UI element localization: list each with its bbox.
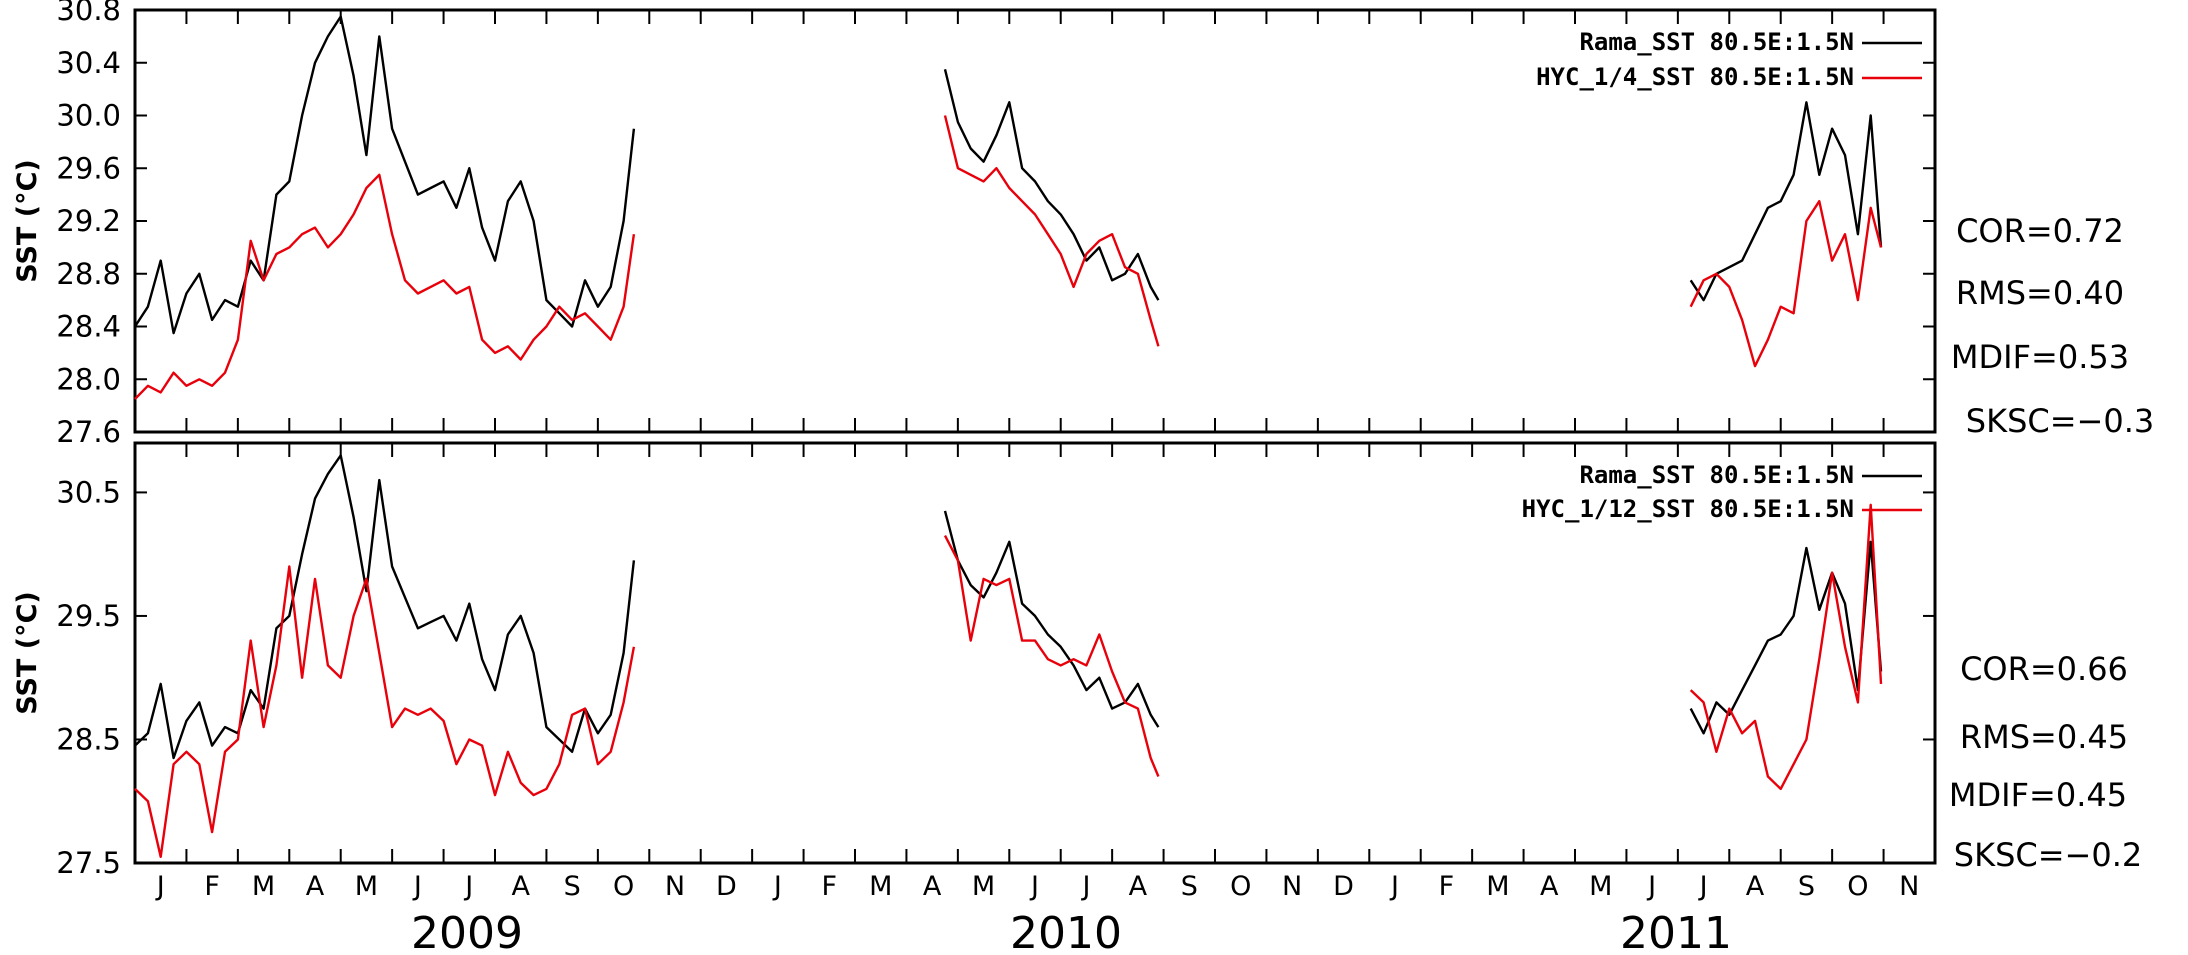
top-panel: SST (°C) 27.6 28.0 28.4 28.8 29.2 29.6 30.0 30.… [12, 0, 2154, 449]
top-legend: Rama_SST 80.5E:1.5N HYC_1/4_SST 80.5E:1.… [1536, 28, 1922, 91]
top-xtickmarks [185, 10, 1885, 432]
month-label: O [1230, 871, 1251, 902]
top-ylabel: SST (°C) [12, 159, 43, 283]
obs-series-line [133, 15, 636, 335]
month-label: A [923, 871, 942, 902]
month-label: M [972, 871, 995, 902]
month-label: M [1486, 871, 1509, 902]
month-label: J [412, 871, 422, 902]
month-label: M [252, 871, 275, 902]
month-label: S [564, 871, 581, 902]
obs-series-line [943, 69, 1160, 301]
bottom-yticks: 27.5 28.5 29.5 30.5 [56, 475, 1935, 880]
month-label: J [155, 871, 165, 902]
ytick-label: 30.4 [56, 46, 121, 80]
month-label: M [355, 871, 378, 902]
obs-series-line [943, 510, 1160, 728]
ytick-label: 28.4 [56, 310, 121, 344]
month-label: J [1646, 871, 1656, 902]
month-label: D [1333, 871, 1354, 902]
month-label: D [716, 871, 737, 902]
top-stat-cor: COR=0.72 [1956, 212, 2124, 250]
top-stat-mdif: MDIF=0.53 [1951, 338, 2129, 376]
month-label: S [1181, 871, 1198, 902]
month-label: S [1798, 871, 1815, 902]
ytick-label: 28.5 [56, 722, 121, 756]
month-label: O [613, 871, 634, 902]
obs-series-line [134, 454, 636, 760]
model-series-line [943, 535, 1160, 777]
ytick-label: 30.8 [56, 0, 121, 27]
ytick-label: 30.0 [56, 99, 121, 133]
month-label: N [1899, 871, 1919, 902]
model-series-line [134, 565, 636, 858]
bottom-panel: SST (°C) 27.5 28.5 29.5 30.5 Rama_SST 80.5E… [12, 441, 2142, 880]
month-label: N [1282, 871, 1302, 902]
month-label: O [1847, 871, 1868, 902]
ytick-label: 29.6 [56, 151, 121, 185]
bottom-plot-frame [133, 441, 1937, 865]
year-label-2009: 2009 [411, 908, 523, 955]
month-label: A [1540, 871, 1559, 902]
month-label: J [1389, 871, 1399, 902]
bottom-stats: COR=0.66 RMS=0.45 MDIF=0.45 SKSC=−0.2 [1949, 650, 2142, 874]
ytick-label: 29.2 [56, 204, 121, 238]
month-label: F [822, 871, 838, 902]
bottom-xtickmarks [185, 443, 1885, 863]
month-label: A [1129, 871, 1148, 902]
month-label: J [463, 871, 473, 902]
year-labels: 2009 2010 2011 [411, 908, 1732, 955]
model-series-line [1689, 199, 1883, 368]
ytick-label: 27.6 [56, 415, 121, 449]
top-legend-label-obs: Rama_SST 80.5E:1.5N [1579, 28, 1854, 56]
obs-series-line [1689, 540, 1883, 735]
bottom-legend-label-obs: Rama_SST 80.5E:1.5N [1579, 461, 1854, 489]
ytick-label: 28.0 [56, 362, 121, 396]
month-label: N [665, 871, 685, 902]
model-series-line [943, 115, 1160, 347]
bottom-series [134, 454, 1883, 858]
top-stats: COR=0.72 RMS=0.40 MDIF=0.53 SKSC=−0.3 [1951, 212, 2154, 440]
ytick-label: 29.5 [56, 599, 121, 633]
month-label: A [306, 871, 325, 902]
month-label: M [1589, 871, 1612, 902]
month-label: J [1698, 871, 1708, 902]
bottom-legend-label-model: HYC_1/12_SST 80.5E:1.5N [1522, 495, 1854, 523]
model-series-line [134, 173, 636, 400]
bottom-stat-sksc: SKSC=−0.2 [1954, 836, 2142, 874]
month-label: J [772, 871, 782, 902]
bottom-legend: Rama_SST 80.5E:1.5N HYC_1/12_SST 80.5E:1… [1522, 461, 1922, 523]
ytick-label: 27.5 [56, 846, 121, 880]
top-stat-rms: RMS=0.40 [1956, 274, 2124, 312]
bottom-stat-rms: RMS=0.45 [1960, 718, 2128, 756]
top-yticks: 27.6 28.0 28.4 28.8 29.2 29.6 30.0 30.4 30.8 [56, 0, 1935, 449]
ytick-label: 30.5 [56, 475, 121, 509]
bottom-stat-mdif: MDIF=0.45 [1949, 776, 2127, 814]
top-series [133, 15, 1883, 400]
month-label: J [1080, 871, 1090, 902]
year-label-2010: 2010 [1010, 908, 1122, 955]
bottom-ylabel: SST (°C) [12, 591, 43, 715]
month-label: A [1746, 871, 1765, 902]
month-label: F [204, 871, 220, 902]
top-legend-label-model: HYC_1/4_SST 80.5E:1.5N [1536, 63, 1854, 91]
month-label: M [869, 871, 892, 902]
month-label: A [511, 871, 530, 902]
month-label: F [1439, 871, 1455, 902]
ytick-label: 28.8 [56, 257, 121, 291]
obs-series-line [1689, 101, 1883, 302]
month-label: J [1029, 871, 1039, 902]
model-series-line [1689, 503, 1883, 791]
top-stat-sksc: SKSC=−0.3 [1966, 402, 2154, 440]
year-label-2011: 2011 [1620, 908, 1732, 955]
bottom-stat-cor: COR=0.66 [1960, 650, 2128, 688]
